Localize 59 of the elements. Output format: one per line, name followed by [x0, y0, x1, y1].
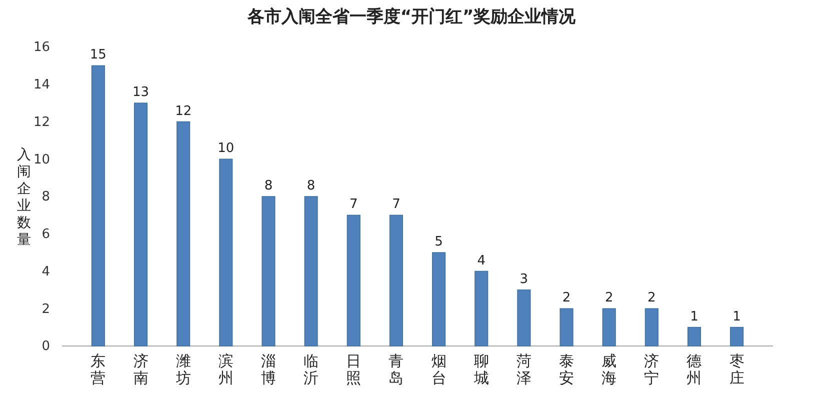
y-tick-label: 10 — [33, 152, 50, 168]
x-tick-label: 临沂 — [304, 352, 319, 387]
data-label: 12 — [175, 104, 192, 119]
data-label: 2 — [648, 290, 656, 306]
bar — [517, 290, 531, 346]
bar — [91, 65, 105, 346]
x-tick-label: 菏泽 — [516, 352, 532, 387]
data-label: 7 — [349, 197, 358, 212]
bar — [219, 158, 233, 346]
x-tick-label: 威海 — [602, 352, 617, 387]
x-tick-label: 聊城 — [472, 352, 489, 387]
x-tick-label: 德州 — [686, 352, 702, 387]
data-label: 8 — [306, 178, 316, 194]
x-tick-label: 东营 — [90, 352, 106, 387]
data-label: 8 — [264, 178, 273, 194]
y-tick-label: 8 — [42, 190, 50, 205]
bar — [687, 326, 702, 346]
y-tick-label: 12 — [33, 114, 50, 130]
y-tick-label: 4 — [42, 264, 50, 280]
bar — [389, 214, 403, 346]
x-tick-label: 日照 — [346, 352, 362, 387]
data-label: 3 — [520, 272, 528, 287]
bar — [474, 270, 488, 346]
y-tick-label: 6 — [42, 227, 50, 242]
bar — [602, 308, 616, 346]
data-label: 2 — [562, 290, 571, 306]
data-label: 1 — [732, 309, 741, 324]
y-axis-title: 入闱企业数量 — [17, 147, 31, 248]
data-label: 10 — [218, 141, 234, 156]
x-tick-label: 青岛 — [388, 352, 404, 387]
x-tick-label: 泰安 — [559, 352, 574, 387]
bar — [134, 102, 148, 346]
x-tick-label: 滨州 — [218, 352, 234, 387]
data-label: 1 — [690, 309, 698, 324]
bar — [176, 121, 190, 346]
bar — [346, 214, 360, 346]
y-tick-label: 16 — [33, 40, 50, 56]
x-tick-label: 潍坊 — [174, 352, 191, 387]
bar — [730, 326, 744, 346]
data-label: 2 — [604, 290, 614, 306]
x-tick-label: 烟台 — [431, 352, 446, 387]
bar — [644, 308, 658, 346]
y-tick-label: 2 — [42, 302, 50, 317]
chart-title: 各市入闱全省一季度“开门红”奖励企业情况 — [246, 7, 577, 27]
x-tick-label: 济宁 — [644, 352, 660, 387]
bar — [432, 252, 446, 346]
y-tick-label: 0 — [42, 339, 50, 354]
data-label: 7 — [392, 197, 400, 212]
data-label: 15 — [90, 48, 106, 63]
x-tick-label: 济南 — [133, 352, 148, 387]
bar — [304, 196, 318, 346]
x-tick-label: 淄博 — [260, 352, 276, 387]
bar — [560, 308, 574, 346]
data-label: 13 — [132, 85, 150, 100]
bar — [262, 196, 276, 346]
data-label: 5 — [434, 234, 443, 250]
x-tick-label: 枣庄 — [729, 352, 744, 387]
data-label: 4 — [477, 253, 486, 268]
y-tick-label: 14 — [33, 78, 50, 93]
